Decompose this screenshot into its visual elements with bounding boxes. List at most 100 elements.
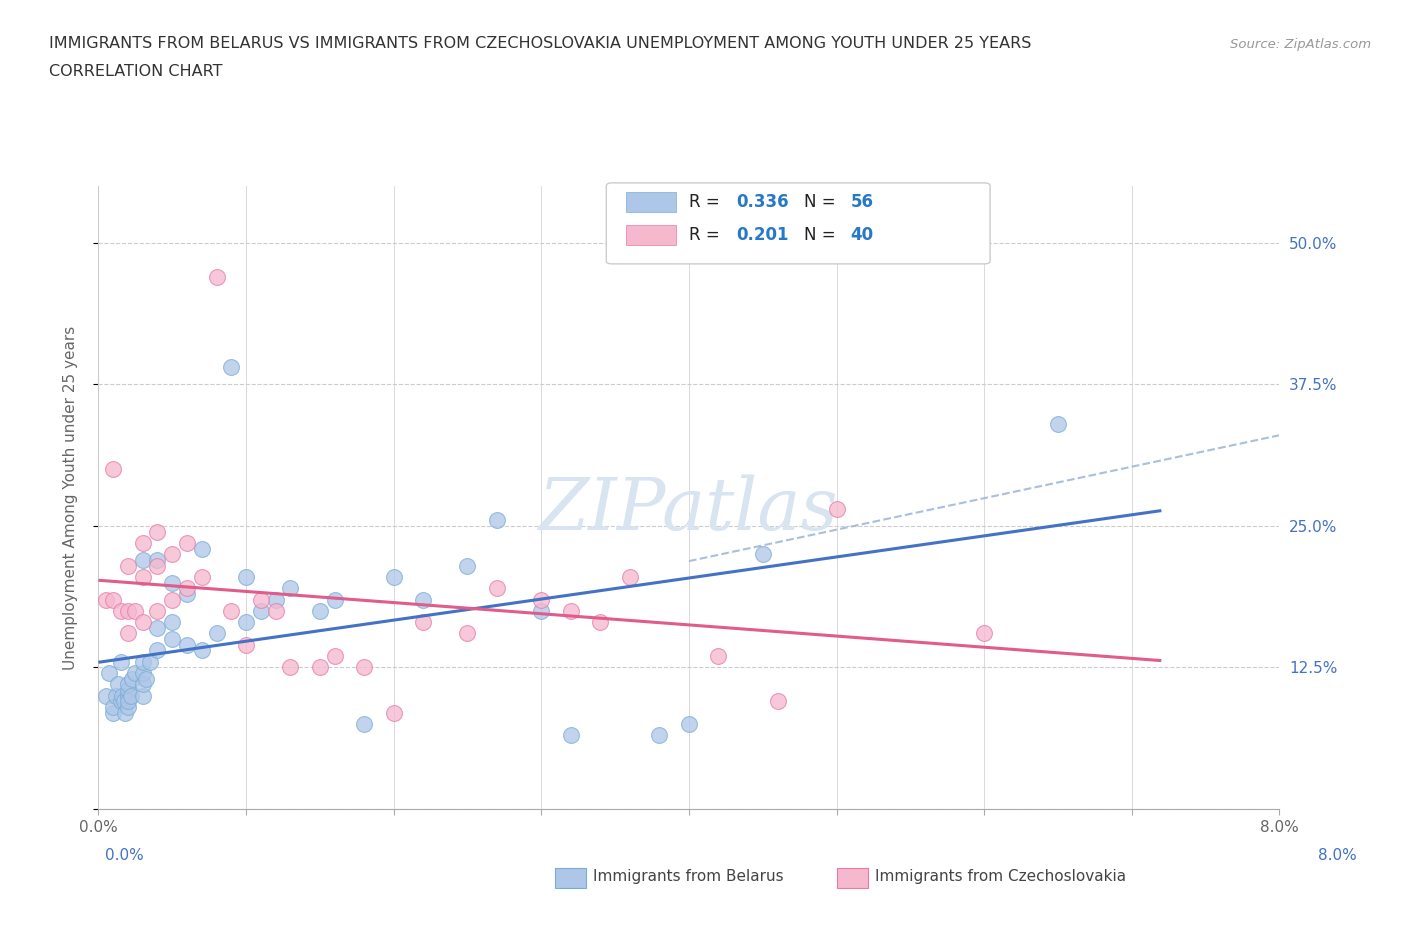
Point: [485, 580, 508, 595]
Point: [766, 694, 789, 709]
Text: N =: N =: [803, 193, 841, 211]
Point: [146, 558, 169, 573]
Point: [412, 592, 434, 607]
Point: [117, 604, 139, 618]
Point: [162, 592, 183, 607]
Point: [235, 569, 257, 584]
Point: [191, 643, 214, 658]
Point: [235, 637, 257, 652]
Point: [973, 626, 995, 641]
Point: [264, 592, 287, 607]
Point: [825, 501, 848, 516]
Point: [117, 558, 139, 573]
Point: [412, 615, 434, 630]
Point: [382, 705, 405, 720]
Point: [146, 552, 169, 567]
Point: [132, 536, 155, 551]
Point: [191, 541, 214, 556]
Point: [485, 512, 508, 527]
Bar: [626, 225, 676, 246]
Point: [530, 604, 553, 618]
Point: [308, 660, 332, 675]
Point: [117, 626, 139, 641]
FancyBboxPatch shape: [606, 183, 990, 264]
Point: [132, 666, 155, 681]
Point: [176, 637, 198, 652]
Point: [250, 604, 273, 618]
Point: [235, 615, 257, 630]
Point: [112, 694, 135, 709]
Point: [103, 462, 125, 477]
Text: Source: ZipAtlas.com: Source: ZipAtlas.com: [1230, 38, 1371, 51]
Point: [205, 269, 228, 284]
Point: [107, 677, 129, 692]
Point: [278, 580, 302, 595]
Text: 8.0%: 8.0%: [1317, 848, 1357, 863]
Point: [110, 655, 132, 670]
Point: [103, 699, 125, 714]
Y-axis label: Unemployment Among Youth under 25 years: Unemployment Among Youth under 25 years: [63, 326, 77, 670]
Point: [103, 592, 125, 607]
Point: [353, 717, 375, 732]
Point: [619, 569, 641, 584]
Point: [219, 604, 242, 618]
Bar: [626, 193, 676, 212]
Point: [1046, 417, 1069, 432]
Point: [560, 728, 582, 743]
Text: CORRELATION CHART: CORRELATION CHART: [49, 64, 222, 79]
Point: [162, 615, 183, 630]
Text: ZIPatlas: ZIPatlas: [538, 474, 839, 545]
Text: 40: 40: [851, 226, 875, 245]
Point: [176, 587, 198, 602]
Point: [162, 631, 183, 646]
Text: 56: 56: [851, 193, 873, 211]
Point: [105, 688, 128, 703]
Point: [278, 660, 302, 675]
Text: IMMIGRANTS FROM BELARUS VS IMMIGRANTS FROM CZECHOSLOVAKIA UNEMPLOYMENT AMONG YOU: IMMIGRANTS FROM BELARUS VS IMMIGRANTS FR…: [49, 36, 1032, 51]
Point: [648, 728, 671, 743]
Point: [132, 688, 155, 703]
Point: [146, 604, 169, 618]
Text: Immigrants from Czechoslovakia: Immigrants from Czechoslovakia: [875, 870, 1126, 884]
Text: N =: N =: [803, 226, 841, 245]
Point: [121, 671, 143, 686]
Point: [111, 688, 134, 703]
Point: [94, 592, 117, 607]
Point: [382, 569, 405, 584]
Point: [132, 552, 155, 567]
Point: [162, 547, 183, 562]
Point: [353, 660, 375, 675]
Point: [117, 694, 139, 709]
Text: 0.201: 0.201: [737, 226, 789, 245]
Point: [120, 688, 142, 703]
Point: [176, 536, 198, 551]
Point: [323, 592, 346, 607]
Text: R =: R =: [689, 193, 725, 211]
Point: [146, 643, 169, 658]
Point: [117, 677, 139, 692]
Point: [264, 604, 287, 618]
Point: [110, 604, 132, 618]
Point: [162, 575, 183, 590]
Point: [110, 694, 132, 709]
Point: [707, 649, 730, 664]
Point: [97, 666, 120, 681]
Point: [103, 705, 125, 720]
Point: [191, 569, 214, 584]
Point: [176, 580, 198, 595]
Point: [124, 666, 146, 681]
Point: [94, 688, 117, 703]
Text: 0.0%: 0.0%: [105, 848, 145, 863]
Point: [456, 558, 478, 573]
Point: [117, 699, 139, 714]
Point: [146, 525, 169, 539]
Point: [139, 655, 162, 670]
Point: [124, 604, 146, 618]
Point: [560, 604, 582, 618]
Point: [751, 547, 773, 562]
Point: [323, 649, 346, 664]
Point: [589, 615, 612, 630]
Text: Immigrants from Belarus: Immigrants from Belarus: [593, 870, 785, 884]
Point: [219, 360, 242, 375]
Text: 0.336: 0.336: [737, 193, 789, 211]
